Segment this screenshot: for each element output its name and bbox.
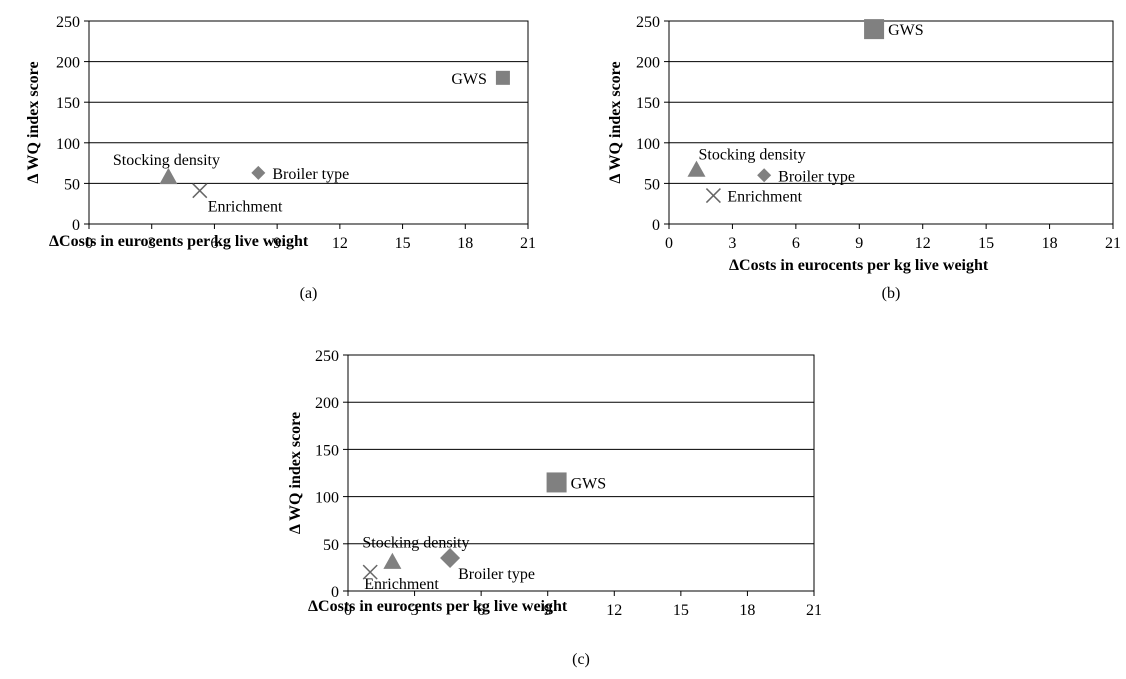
data-point-broiler-type: Broiler type	[440, 547, 535, 583]
x-axis-label: ΔCosts in eurocents per kg live weight	[308, 598, 568, 615]
point-label: Broiler type	[272, 166, 349, 183]
data-point-broiler-type: Broiler type	[251, 165, 349, 183]
y-tick-label: 100	[315, 490, 339, 507]
y-tick-label: 50	[644, 176, 660, 193]
data-point-enrichment: Enrichment	[705, 188, 803, 206]
point-label: Stocking density	[113, 152, 220, 169]
point-label: GWS	[571, 475, 607, 492]
x-tick-label: 15	[395, 235, 411, 252]
point-label: Broiler type	[458, 566, 535, 583]
y-axis-label: Δ WQ index score	[25, 61, 42, 183]
x-tick-label: 18	[739, 602, 755, 619]
x-tick-label: 9	[544, 602, 552, 619]
y-tick-label: 250	[56, 14, 80, 31]
triangle-marker	[687, 160, 706, 177]
y-tick-label: 250	[315, 348, 339, 365]
y-tick-label: 0	[331, 584, 339, 601]
data-point-stocking-density: Stocking density	[113, 152, 220, 185]
data-point-broiler-type: Broiler type	[757, 168, 855, 185]
triangle-marker	[159, 167, 178, 185]
x-tick-label: 12	[606, 602, 622, 619]
y-tick-label: 50	[64, 176, 80, 193]
data-point-gws: GWS	[864, 19, 924, 40]
chart-panel-c: 0 50 100 150 200 250 0 3 6 9 12 15 18 21 ΔCosts in eur…	[287, 348, 822, 668]
x-tick-label: 0	[344, 602, 352, 619]
diamond-marker	[440, 547, 461, 568]
y-tick-label: 150	[315, 442, 339, 459]
point-label: Enrichment	[364, 576, 439, 593]
x-tick-label: 15	[673, 602, 689, 619]
point-label: GWS	[451, 71, 487, 88]
x-tick-label: 9	[855, 235, 863, 252]
x-tick-label: 21	[1105, 235, 1121, 252]
plot-frame	[668, 20, 1114, 225]
square-marker	[864, 19, 885, 40]
square-marker	[546, 472, 567, 493]
diamond-marker	[757, 168, 772, 183]
cross-marker	[705, 188, 721, 204]
x-tick-label: 0	[85, 235, 93, 252]
point-label: Enrichment	[727, 189, 802, 206]
data-point-stocking-density: Stocking density	[362, 535, 469, 569]
x-tick-label: 21	[806, 602, 822, 619]
x-axis-label: ΔCosts in eurocents per kg live weight	[49, 233, 309, 250]
diamond-marker	[251, 165, 266, 180]
x-tick-label: 6	[210, 235, 218, 252]
y-tick-label: 150	[56, 95, 80, 112]
data-point-enrichment: Enrichment	[192, 183, 283, 216]
panel-caption: (a)	[300, 285, 318, 302]
y-tick-label: 200	[315, 395, 339, 412]
y-axis-label: Δ WQ index score	[287, 412, 304, 534]
x-tick-label: 12	[915, 235, 931, 252]
x-tick-label: 6	[477, 602, 485, 619]
x-tick-label: 0	[665, 235, 673, 252]
data-point-gws: GWS	[451, 70, 510, 88]
point-label: Stocking density	[698, 147, 805, 164]
x-tick-label: 21	[520, 235, 536, 252]
panel-caption: (b)	[882, 285, 901, 302]
x-tick-label: 3	[411, 602, 419, 619]
y-tick-label: 250	[636, 14, 660, 31]
y-tick-label: 0	[72, 217, 80, 234]
panel-caption: (c)	[572, 651, 590, 668]
triangle-marker	[383, 552, 402, 569]
y-tick-label: 100	[636, 136, 660, 153]
data-point-stocking-density: Stocking density	[687, 147, 806, 177]
chart-panel-a: 0 50 100 150 200 250 0 3 6 9 12 15 18 21 ΔCosts in eur…	[25, 14, 536, 302]
cross-marker	[362, 564, 378, 580]
y-tick-label: 200	[56, 55, 80, 72]
x-tick-label: 6	[792, 235, 800, 252]
point-label: GWS	[888, 22, 924, 39]
cross-marker	[192, 183, 208, 199]
x-tick-label: 18	[457, 235, 473, 252]
point-label: Broiler type	[778, 168, 855, 185]
y-tick-label: 200	[636, 55, 660, 72]
x-axis-label: ΔCosts in eurocents per kg live weight	[729, 257, 989, 274]
y-tick-label: 50	[323, 537, 339, 554]
data-point-gws: GWS	[546, 472, 607, 493]
square-marker	[495, 70, 510, 85]
x-tick-label: 12	[332, 235, 348, 252]
y-axis-label: Δ WQ index score	[607, 61, 624, 183]
data-point-enrichment: Enrichment	[362, 564, 439, 593]
x-tick-label: 15	[978, 235, 994, 252]
y-tick-label: 100	[56, 136, 80, 153]
y-tick-label: 0	[652, 217, 660, 234]
plot-frame	[88, 20, 529, 225]
chart-panel-b: 0 50 100 150 200 250 0 3 6 9 12 15 18 21 ΔCosts in eur…	[607, 14, 1121, 302]
x-tick-label: 18	[1042, 235, 1058, 252]
x-tick-label: 9	[273, 235, 281, 252]
y-tick-label: 150	[636, 95, 660, 112]
x-tick-label: 3	[148, 235, 156, 252]
plot-frame	[347, 354, 815, 592]
point-label: Stocking density	[362, 535, 469, 552]
point-label: Enrichment	[208, 199, 283, 216]
x-tick-label: 3	[728, 235, 736, 252]
